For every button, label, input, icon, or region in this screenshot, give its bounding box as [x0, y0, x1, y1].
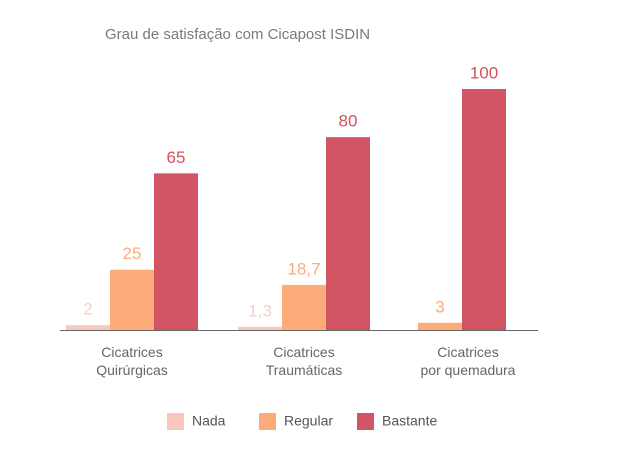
- value-label: 25: [123, 244, 142, 263]
- value-label: 100: [470, 63, 498, 82]
- legend-label: Nada: [192, 413, 226, 429]
- bar: [462, 89, 506, 330]
- legend-swatch: [357, 413, 374, 430]
- legend-label: Bastante: [382, 413, 437, 429]
- legend-label: Regular: [284, 413, 333, 429]
- value-label: 18,7: [287, 259, 320, 278]
- value-label: 2: [83, 300, 92, 319]
- x-tick-label: Cicatrices Traumáticas: [265, 344, 343, 378]
- bar: [238, 326, 282, 330]
- bar: [326, 137, 370, 330]
- bar: [110, 269, 154, 330]
- value-label: 65: [167, 148, 186, 167]
- x-tick-label: Cicatrices Quirúrgicas: [96, 344, 168, 378]
- legend-swatch: [259, 413, 276, 430]
- chart-title: Grau de satisfação com Cicapost ISDIN: [105, 26, 370, 43]
- bar: [154, 173, 198, 330]
- bar: [66, 325, 110, 330]
- bar: [418, 322, 462, 330]
- value-label: 1,3: [248, 301, 272, 320]
- legend-swatch: [167, 413, 184, 430]
- value-label: 3: [435, 297, 444, 316]
- bar: [282, 284, 326, 330]
- value-label: 80: [339, 112, 358, 131]
- x-tick-label: Cicatrices por quemadura: [420, 344, 516, 378]
